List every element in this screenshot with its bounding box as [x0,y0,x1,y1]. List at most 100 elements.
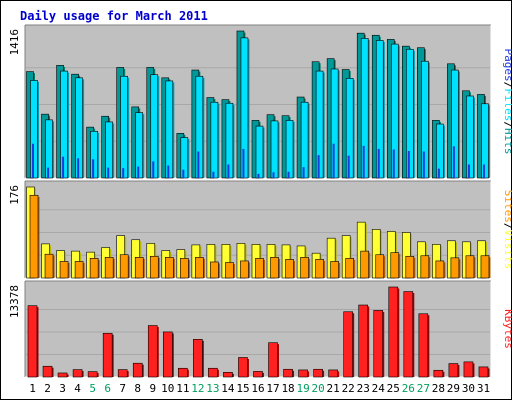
pages-bar [137,166,140,178]
x-tick-label: 14 [221,382,235,395]
x-tick-label: 12 [191,382,204,395]
pages-bar [392,149,395,178]
x-tick-label: 17 [266,382,279,395]
panel-max-label: 13378 [8,285,21,318]
pages-bar [152,161,155,178]
kbytes-bar [448,363,459,378]
x-tick-label: 25 [387,382,400,395]
kbytes-bar [117,369,128,378]
visits-bar [315,259,324,279]
kbytes-bar [298,369,308,378]
kbytes-bar [42,365,53,378]
visits-bar [285,259,294,279]
pages-bar [452,146,455,178]
x-tick-label: 5 [89,382,96,395]
visits-bar [119,254,129,279]
kbytes-bar [358,304,369,378]
visits-bar [420,255,430,279]
kbytes-bar [373,310,384,378]
kbytes-bar [283,368,293,378]
visits-bar [195,257,204,279]
x-tick-label: 16 [251,382,264,395]
files-bar [285,120,294,179]
legend-entry: Files [502,88,512,121]
kbytes-bar [343,311,353,378]
panel-max-label: 1416 [8,29,21,56]
panel-pages-files-hits: 1416 Pages/Files/Hits [8,24,512,179]
x-tick-label: 20 [312,382,325,395]
x-tick-label: 24 [372,382,386,395]
visits-bar [74,261,84,279]
pages-bar [212,171,215,178]
kbytes-bar [328,369,338,378]
pages-bar [77,158,80,178]
pages-bar [302,167,305,178]
visits-bar [29,194,39,279]
panel-legend: Pages/Files/Hits [502,49,512,155]
visits-bar [104,257,114,279]
visits-bar [180,258,189,279]
visits-bar [149,255,159,279]
x-tick-label: 29 [447,382,460,395]
visits-bar [270,257,279,279]
kbytes-bar [87,371,98,378]
kbytes-bar [102,332,113,378]
x-tick-label: 9 [149,382,156,395]
pages-bar [332,143,335,178]
x-tick-label: 23 [357,382,370,395]
legend-entry: Sites [502,190,512,223]
panel-legend: Sites/Visits [502,190,512,270]
pages-bar [62,156,65,178]
kbytes-bar [27,305,38,378]
legend-entry: / [502,223,512,230]
kbytes-bar [238,357,248,378]
pages-bar [32,143,34,178]
visits-bar [450,257,460,279]
kbytes-bar [72,369,83,378]
visits-bar [390,252,400,279]
x-tick-label: 19 [296,382,309,395]
kbytes-bar [433,369,444,378]
x-tick-label: 6 [104,382,111,395]
visits-bar [240,260,249,279]
kbytes-bar [403,291,414,378]
x-tick-label: 26 [402,382,415,395]
kbytes-bar [313,368,323,378]
visits-bar [134,257,144,279]
pages-bar [122,168,125,178]
x-tick-label: 8 [134,382,141,395]
pages-bar [107,167,110,178]
panel-sites-visits: 176 Sites/Visits [8,180,512,279]
x-tick-label: 21 [327,382,340,395]
pages-bar [437,168,440,178]
kbytes-bar [208,367,218,378]
pages-bar [467,164,470,178]
legend-entry: Visits [502,230,512,270]
panel-legend: KBytes [502,309,512,349]
pages-bar [182,169,185,178]
kbytes-bar [418,313,429,378]
kbytes-bar [178,367,188,378]
legend-entry: Hits [502,128,512,155]
visits-bar [89,258,99,279]
x-tick-label: 4 [74,382,81,395]
x-axis-day-labels: 1 2 3 4 5 6 7 8 9 10 11 12 13 14 15 16 17 18 19 20 21 22 23 24 2… [29,382,490,395]
files-bar [120,75,128,179]
kbytes-bar [253,371,263,378]
pages-bar [257,173,260,178]
pages-bar [47,167,50,178]
pages-bar [482,164,485,178]
visits-bar [59,261,69,279]
pages-bar [92,159,95,178]
visits-bar [360,250,370,279]
x-tick-label: 31 [477,382,490,395]
pages-bar [227,164,230,178]
x-tick-label: 27 [417,382,430,395]
kbytes-bar [147,325,158,378]
files-bar [255,125,264,179]
x-tick-label: 2 [44,382,51,395]
visits-bar [255,258,264,279]
visits-bar [300,257,309,279]
